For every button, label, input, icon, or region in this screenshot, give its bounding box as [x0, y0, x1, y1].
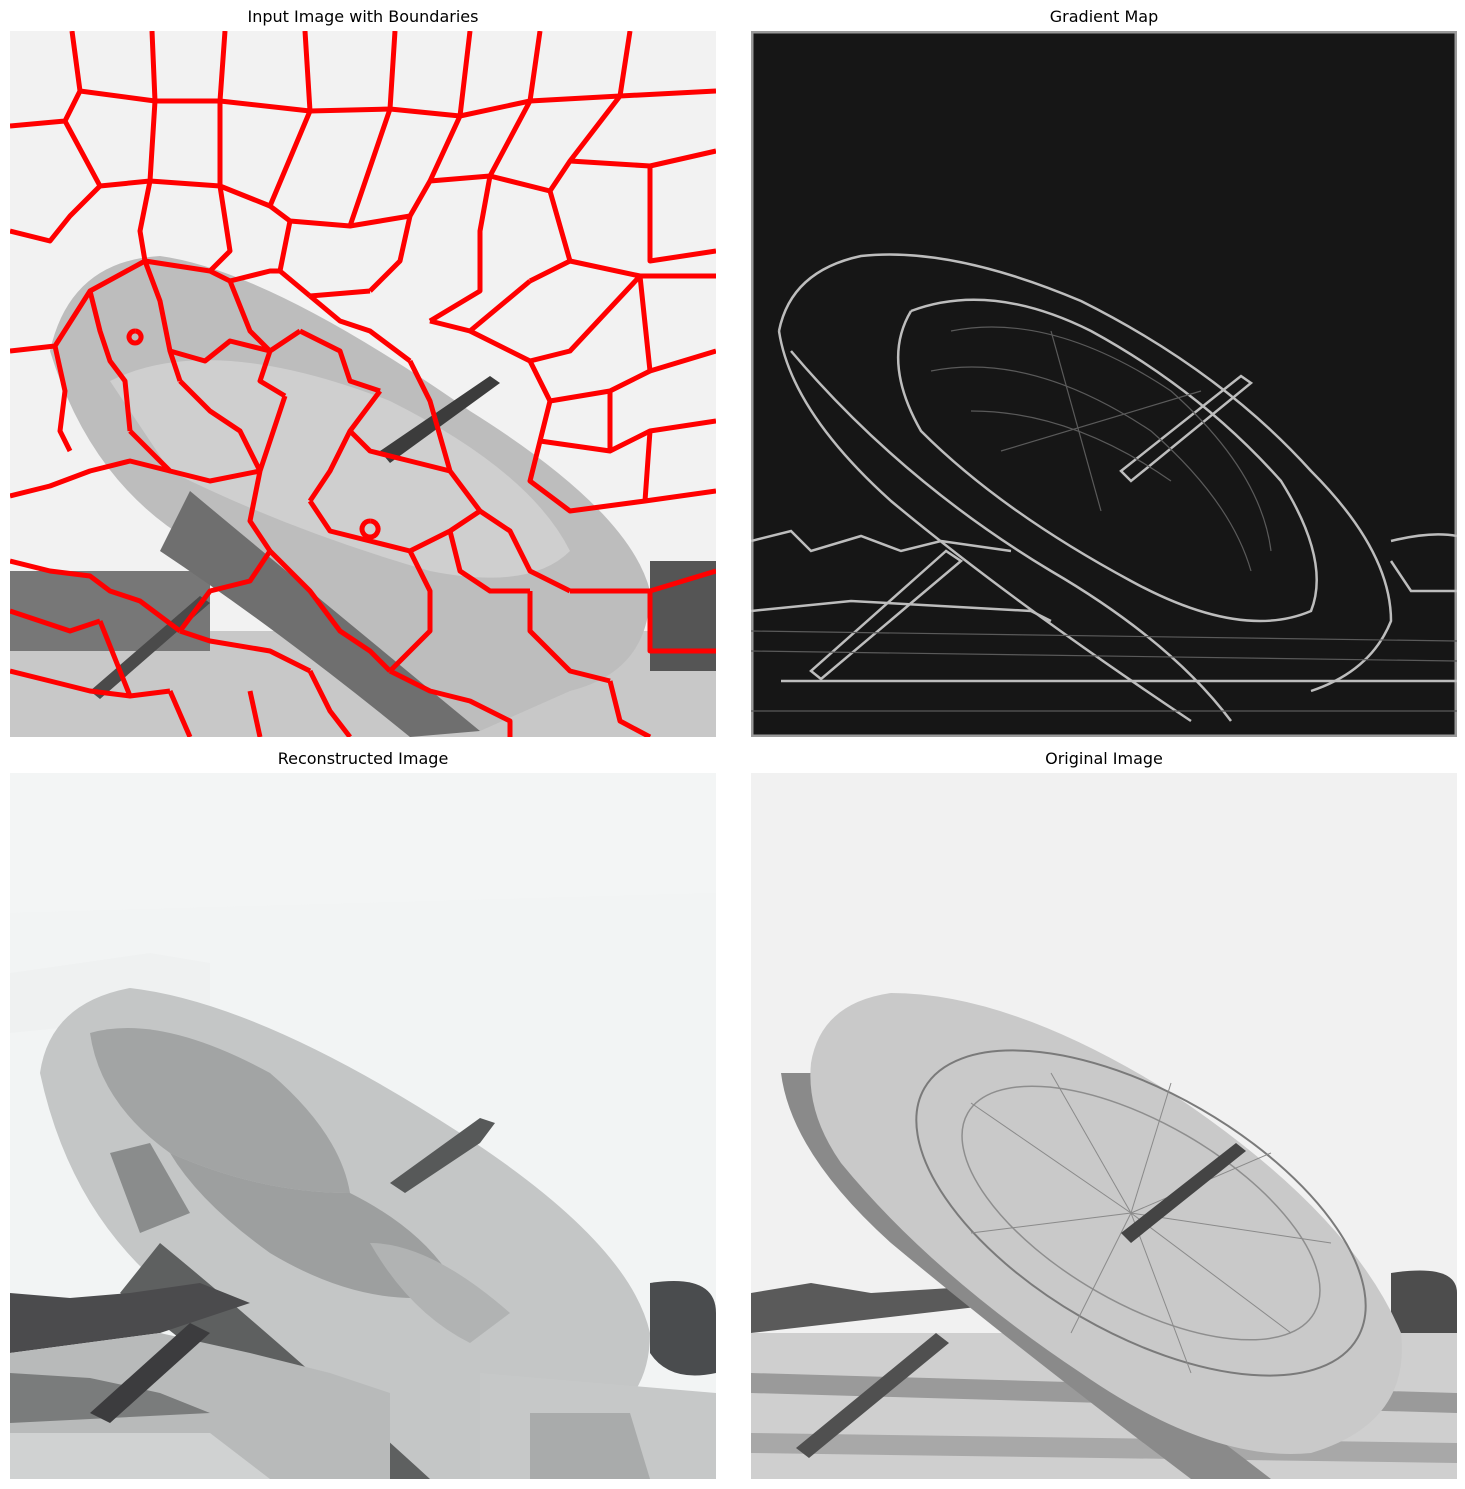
panel-title-reconstructed: Reconstructed Image	[277, 749, 449, 768]
reconstructed-image	[10, 773, 716, 1479]
original-image	[751, 773, 1457, 1479]
panel-title-boundaries: Input Image with Boundaries	[247, 7, 479, 26]
panel-title-original: Original Image	[1045, 749, 1163, 768]
gradient-image	[751, 31, 1457, 737]
panel-title-gradient: Gradient Map	[1049, 7, 1159, 26]
boundaries-image	[10, 31, 716, 737]
